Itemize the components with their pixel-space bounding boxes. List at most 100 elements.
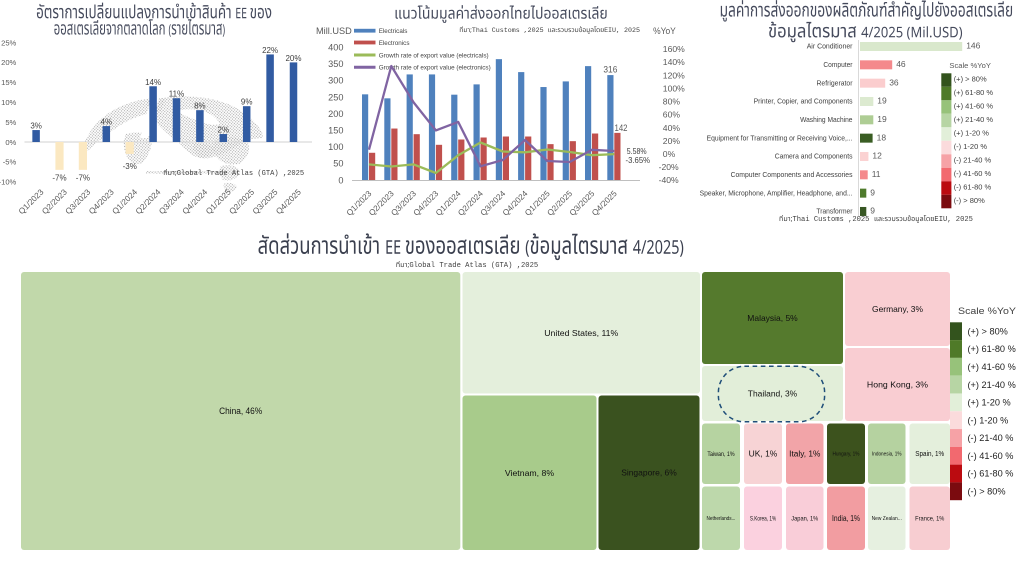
svg-text:Netherlands...: Netherlands... [707, 516, 736, 522]
svg-text:8%: 8% [194, 102, 206, 111]
svg-text:150: 150 [328, 126, 343, 136]
svg-text:18: 18 [877, 132, 887, 142]
svg-text:(+) 21-40 %: (+) 21-40 % [968, 380, 1016, 390]
svg-text:11: 11 [872, 169, 881, 179]
svg-text:9: 9 [870, 206, 875, 216]
svg-text:(-) 41-60 %: (-) 41-60 % [954, 169, 992, 178]
svg-text:United States, 11%: United States, 11% [544, 328, 618, 338]
svg-text:Scale %YoY: Scale %YoY [949, 61, 991, 70]
svg-text:(+) 1-20 %: (+) 1-20 % [968, 398, 1011, 408]
svg-text:Vietnam, 8%: Vietnam, 8% [505, 468, 555, 478]
svg-text:Transformer: Transformer [816, 207, 853, 216]
svg-text:(-) 61-80 %: (-) 61-80 % [968, 469, 1014, 479]
svg-text:-7%: -7% [76, 173, 90, 182]
svg-text:-20%: -20% [659, 162, 679, 172]
svg-text:0%: 0% [5, 138, 16, 147]
svg-text:14%: 14% [145, 78, 161, 87]
svg-text:Hungary, 1%: Hungary, 1% [833, 452, 860, 458]
svg-text:22%: 22% [262, 46, 278, 55]
svg-text:40%: 40% [663, 123, 681, 133]
svg-text:36: 36 [889, 77, 899, 87]
svg-text:250: 250 [328, 92, 343, 102]
svg-text:(-) 1-20 %: (-) 1-20 % [954, 142, 988, 151]
svg-text:UK, 1%: UK, 1% [749, 449, 778, 459]
svg-text:France, 1%: France, 1% [915, 516, 944, 523]
svg-text:20%: 20% [285, 54, 301, 63]
svg-text:160%: 160% [663, 44, 685, 54]
svg-text:Refrigerator: Refrigerator [817, 78, 854, 87]
svg-text:EIU, 2025: EIU, 2025 [934, 216, 972, 224]
svg-text:10%: 10% [1, 98, 16, 107]
svg-text:300: 300 [328, 76, 343, 86]
svg-text:Printer, Copier, and Component: Printer, Copier, and Components [754, 97, 853, 106]
svg-text:Thai Customs ,2025: Thai Customs ,2025 [472, 26, 544, 34]
svg-text:350: 350 [328, 59, 343, 69]
svg-text:5%: 5% [5, 118, 16, 127]
svg-text:Equipment for Transmitting or: Equipment for Transmitting or Receiving … [707, 133, 853, 142]
svg-text:(+) > 80%: (+) > 80% [954, 75, 987, 84]
svg-text:80%: 80% [663, 97, 681, 107]
svg-text:India, 1%: India, 1% [832, 514, 860, 523]
svg-text:9: 9 [870, 187, 875, 197]
svg-text:316: 316 [603, 64, 617, 74]
svg-text:3%: 3% [30, 122, 42, 131]
svg-text:(+) 61-80 %: (+) 61-80 % [968, 344, 1016, 354]
svg-text:(+) > 80%: (+) > 80% [968, 326, 1008, 336]
svg-text:(+) 21-40 %: (+) 21-40 % [954, 115, 994, 124]
svg-text:400: 400 [328, 43, 343, 53]
svg-text:120%: 120% [663, 70, 685, 80]
svg-text:-3.65%: -3.65% [626, 156, 651, 165]
svg-text:(+) 41-60 %: (+) 41-60 % [954, 102, 994, 111]
svg-text:19: 19 [877, 114, 887, 124]
svg-text:15%: 15% [1, 78, 16, 87]
svg-text:(+) 1-20 %: (+) 1-20 % [954, 129, 990, 138]
svg-text:0: 0 [338, 175, 343, 185]
svg-text:46: 46 [896, 59, 906, 69]
svg-text:China, 46%: China, 46% [219, 406, 262, 416]
svg-text:New Zealan...: New Zealan... [872, 516, 902, 522]
svg-text:-10%: -10% [0, 178, 17, 187]
svg-text:146: 146 [966, 41, 980, 51]
svg-text:100%: 100% [663, 83, 685, 93]
svg-text:Thailand, 3%: Thailand, 3% [748, 388, 798, 398]
svg-text:(+) 41-60 %: (+) 41-60 % [968, 362, 1016, 372]
svg-text:(-) 41-60 %: (-) 41-60 % [968, 451, 1014, 461]
svg-text:Spain, 1%: Spain, 1% [915, 451, 944, 458]
svg-text:Global Trade Atlas (GTA) ,2025: Global Trade Atlas (GTA) ,2025 [409, 262, 538, 270]
svg-text:200: 200 [328, 109, 343, 119]
svg-text:142: 142 [615, 123, 628, 133]
svg-text:12: 12 [872, 151, 882, 161]
svg-text:Washing Machine: Washing Machine [800, 115, 852, 124]
svg-text:Speaker, Microphone, Amplifier: Speaker, Microphone, Amplifier, Headphon… [700, 188, 853, 197]
svg-text:0%: 0% [663, 149, 676, 159]
svg-text:(-) > 80%: (-) > 80% [954, 196, 985, 205]
svg-text:(-) > 80%: (-) > 80% [968, 487, 1006, 497]
svg-text:Taiwan, 1%: Taiwan, 1% [707, 451, 735, 458]
svg-text:19: 19 [877, 96, 887, 106]
svg-text:Japan, 1%: Japan, 1% [791, 516, 818, 523]
svg-text:100: 100 [328, 142, 343, 152]
svg-text:4%: 4% [101, 118, 113, 127]
svg-text:20%: 20% [1, 58, 16, 67]
svg-text:-5%: -5% [3, 158, 17, 167]
svg-text:9%: 9% [241, 98, 253, 107]
svg-text:Air Conditioner: Air Conditioner [807, 42, 853, 51]
svg-text:Computer Components and Access: Computer Components and Accessories [731, 170, 853, 179]
svg-text:Computer: Computer [823, 60, 853, 69]
svg-text:50: 50 [333, 159, 343, 169]
svg-text:140%: 140% [663, 57, 685, 67]
svg-text:Electricals: Electricals [379, 28, 408, 35]
svg-text:Mill.USD: Mill.USD [316, 25, 352, 36]
svg-text:%YoY: %YoY [653, 26, 676, 36]
svg-text:25%: 25% [1, 38, 16, 47]
svg-text:(+) 61-80 %: (+) 61-80 % [954, 88, 994, 97]
svg-text:Indonesia, 1%: Indonesia, 1% [872, 452, 902, 458]
svg-text:Malaysia, 5%: Malaysia, 5% [747, 313, 798, 323]
svg-text:-7%: -7% [52, 173, 66, 182]
svg-text:Hong Kong, 3%: Hong Kong, 3% [867, 379, 929, 389]
svg-text:(-) 21-40 %: (-) 21-40 % [954, 156, 992, 165]
svg-text:-40%: -40% [659, 175, 679, 185]
svg-text:Singapore, 6%: Singapore, 6% [621, 468, 677, 478]
svg-text:Electronics: Electronics [379, 40, 410, 47]
svg-text:Scale %YoY: Scale %YoY [958, 306, 1017, 317]
